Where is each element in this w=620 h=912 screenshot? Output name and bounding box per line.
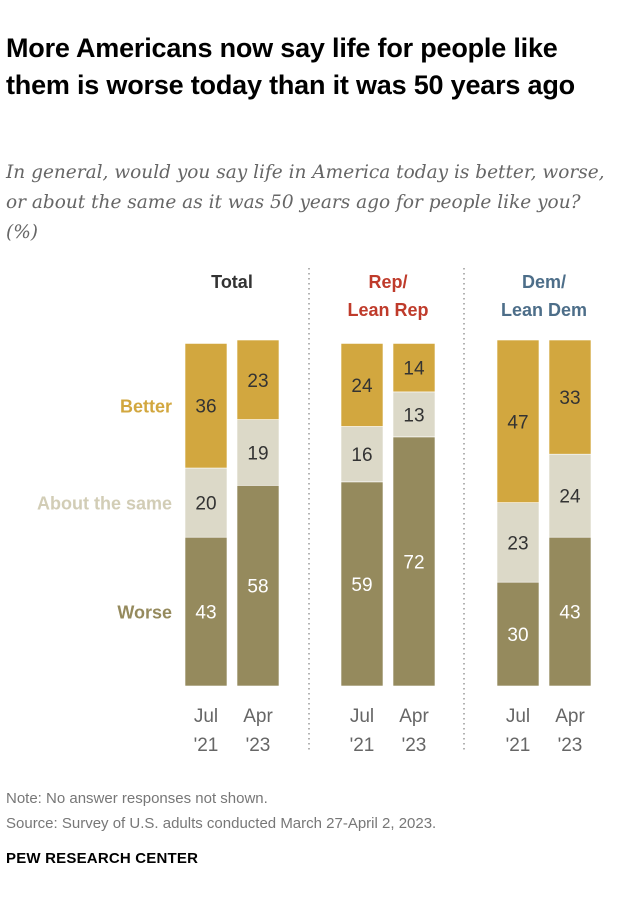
data-label: 13 — [403, 405, 424, 426]
data-label: 24 — [559, 487, 581, 508]
bar-better — [548, 339, 592, 455]
x-tick-label: Apr — [243, 706, 273, 727]
source: Source: Survey of U.S. adults conducted … — [6, 815, 437, 832]
x-tick-label: '23 — [558, 735, 583, 756]
bar-about-the-same — [496, 502, 540, 583]
data-label: 30 — [507, 625, 528, 646]
note: Note: No answer responses not shown. — [6, 790, 268, 807]
bar-better — [184, 343, 228, 469]
data-label: 59 — [351, 575, 372, 596]
x-tick-label: Jul — [506, 706, 530, 727]
group-label: Lean Dem — [501, 300, 587, 320]
data-label: 23 — [507, 533, 528, 554]
group-label: Lean Rep — [347, 300, 428, 320]
bar-worse — [496, 581, 540, 687]
data-label: 20 — [195, 494, 216, 515]
bar-about-the-same — [548, 453, 592, 538]
data-label: 43 — [195, 603, 216, 624]
data-label: 47 — [507, 412, 528, 433]
data-label: 58 — [247, 577, 268, 598]
x-tick-label: Apr — [555, 706, 585, 727]
bar-better — [340, 343, 384, 427]
bar-worse — [236, 485, 280, 687]
x-tick-label: Jul — [194, 706, 218, 727]
legend-label: Better — [120, 397, 172, 417]
x-tick-label: '21 — [506, 735, 531, 756]
chart-subtitle: In general, would you say life in Americ… — [6, 162, 605, 243]
chart-title: More Americans now say life for people l… — [6, 33, 575, 100]
x-tick-label: Apr — [399, 706, 429, 727]
bar-about-the-same — [236, 419, 280, 486]
brand-logo: PEW RESEARCH CENTER — [6, 850, 199, 867]
x-tick-label: '21 — [350, 735, 375, 756]
legend-label: About the same — [37, 494, 172, 514]
x-tick-label: '23 — [246, 735, 271, 756]
bar-worse — [392, 436, 436, 687]
bar-worse — [340, 481, 384, 687]
group-label: Rep/ — [368, 272, 407, 292]
bar-better — [236, 339, 280, 420]
data-label: 43 — [559, 603, 580, 624]
bar-worse — [184, 536, 228, 687]
data-label: 72 — [403, 552, 424, 573]
data-label: 24 — [351, 376, 373, 397]
bar-better — [496, 339, 540, 503]
x-tick-label: '23 — [402, 735, 427, 756]
x-tick-label: Jul — [350, 706, 374, 727]
bar-about-the-same — [184, 467, 228, 538]
group-label: Total — [211, 272, 253, 292]
data-label: 23 — [247, 371, 268, 392]
group-label: Dem/ — [522, 272, 566, 292]
legend-label: Worse — [117, 603, 172, 623]
x-tick-label: '21 — [194, 735, 219, 756]
bar-about-the-same — [392, 391, 436, 438]
data-label: 33 — [559, 388, 580, 409]
data-label: 36 — [195, 397, 216, 418]
bar-worse — [548, 536, 592, 687]
data-label: 14 — [403, 359, 425, 380]
bar-better — [392, 343, 436, 393]
data-label: 19 — [247, 443, 268, 464]
data-label: 16 — [351, 445, 372, 466]
